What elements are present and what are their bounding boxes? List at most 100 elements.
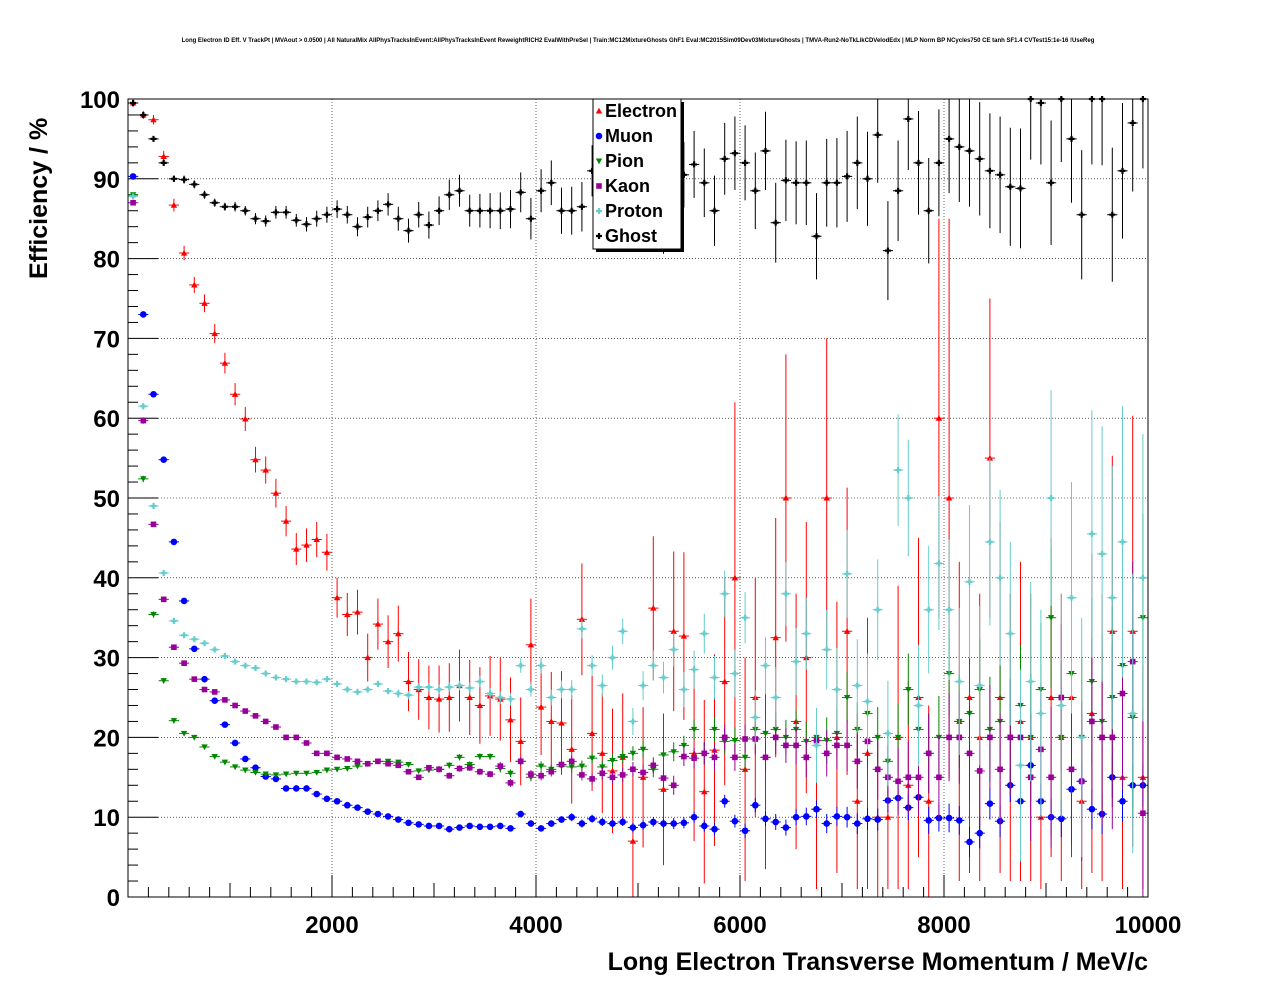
data-point bbox=[823, 646, 830, 653]
data-point bbox=[333, 594, 341, 601]
data-point bbox=[293, 217, 300, 224]
data-point bbox=[609, 757, 616, 764]
data-point bbox=[762, 662, 769, 669]
data-point bbox=[507, 770, 514, 777]
data-point bbox=[690, 813, 698, 821]
data-point bbox=[762, 147, 769, 154]
data-point bbox=[497, 694, 504, 701]
data-point bbox=[660, 674, 667, 681]
data-point bbox=[854, 758, 861, 765]
data-point bbox=[354, 804, 361, 811]
data-point bbox=[711, 726, 718, 733]
data-point bbox=[905, 686, 912, 693]
data-point bbox=[793, 658, 800, 665]
data-point bbox=[282, 785, 290, 792]
data-point bbox=[629, 837, 637, 844]
data-point bbox=[1119, 797, 1126, 805]
data-point bbox=[313, 536, 320, 543]
data-point bbox=[150, 611, 157, 618]
data-point bbox=[140, 311, 147, 318]
data-point bbox=[946, 606, 953, 613]
y-tick-label: 40 bbox=[93, 566, 120, 593]
data-point bbox=[323, 549, 331, 555]
data-point bbox=[476, 207, 483, 214]
data-point bbox=[160, 153, 167, 160]
data-point bbox=[344, 211, 351, 218]
legend-label: Pion bbox=[605, 151, 644, 171]
data-point bbox=[976, 768, 983, 774]
data-point bbox=[660, 820, 667, 827]
data-point bbox=[466, 764, 473, 771]
data-point bbox=[772, 219, 779, 226]
y-tick-label: 70 bbox=[93, 326, 120, 353]
data-point bbox=[344, 765, 351, 772]
data-point bbox=[364, 760, 371, 767]
legend-marker bbox=[595, 158, 603, 165]
data-point bbox=[1007, 630, 1014, 637]
data-point bbox=[1047, 694, 1055, 701]
data-point bbox=[262, 218, 269, 225]
data-point bbox=[517, 662, 524, 669]
data-point bbox=[527, 820, 535, 827]
data-point bbox=[660, 752, 667, 759]
data-point bbox=[252, 713, 259, 719]
data-point bbox=[395, 762, 402, 769]
data-point bbox=[415, 774, 422, 781]
data-point bbox=[905, 774, 912, 781]
data-point bbox=[895, 187, 902, 194]
data-point bbox=[395, 816, 402, 823]
data-point bbox=[1017, 762, 1024, 769]
data-point bbox=[415, 211, 422, 218]
data-point bbox=[843, 628, 851, 634]
data-point bbox=[313, 750, 320, 757]
series-pion bbox=[128, 192, 1148, 818]
data-point bbox=[232, 702, 238, 709]
data-point bbox=[323, 211, 330, 218]
data-point bbox=[915, 159, 922, 166]
data-point bbox=[915, 702, 922, 709]
data-point bbox=[497, 207, 504, 214]
data-point bbox=[741, 827, 749, 835]
data-point bbox=[140, 476, 147, 483]
data-point bbox=[1099, 734, 1105, 741]
y-tick-labels: 0 10 20 30 40 50 60 70 80 90 100 bbox=[80, 87, 120, 912]
data-point bbox=[782, 590, 789, 597]
data-point bbox=[833, 179, 840, 186]
data-point bbox=[436, 207, 443, 214]
data-point bbox=[385, 688, 392, 695]
data-point bbox=[313, 790, 321, 798]
data-point bbox=[854, 798, 861, 804]
data-point bbox=[262, 670, 269, 677]
data-point bbox=[211, 753, 218, 760]
data-point bbox=[874, 606, 881, 613]
data-point bbox=[222, 697, 228, 703]
data-point bbox=[813, 233, 820, 240]
data-point bbox=[507, 696, 514, 703]
data-point bbox=[925, 606, 932, 613]
data-point bbox=[466, 684, 473, 691]
data-point bbox=[670, 749, 677, 755]
data-point bbox=[150, 116, 157, 123]
data-point bbox=[742, 159, 749, 166]
data-point bbox=[374, 680, 381, 687]
data-point bbox=[681, 753, 687, 760]
data-point bbox=[1058, 815, 1065, 823]
data-point bbox=[191, 181, 198, 188]
data-point bbox=[578, 616, 586, 622]
data-point bbox=[344, 611, 351, 618]
data-point bbox=[1068, 766, 1075, 773]
data-point bbox=[252, 764, 259, 772]
data-point bbox=[783, 742, 789, 749]
data-point bbox=[201, 300, 208, 306]
data-point bbox=[130, 193, 137, 200]
data-point bbox=[517, 810, 524, 818]
x-tick-label: 6000 bbox=[713, 912, 766, 939]
data-point bbox=[1109, 734, 1116, 741]
data-point bbox=[354, 608, 361, 615]
data-point bbox=[242, 755, 249, 763]
data-point bbox=[599, 818, 606, 826]
data-point bbox=[568, 686, 575, 693]
data-point bbox=[344, 756, 351, 762]
data-point bbox=[364, 808, 372, 815]
data-point bbox=[782, 177, 789, 184]
